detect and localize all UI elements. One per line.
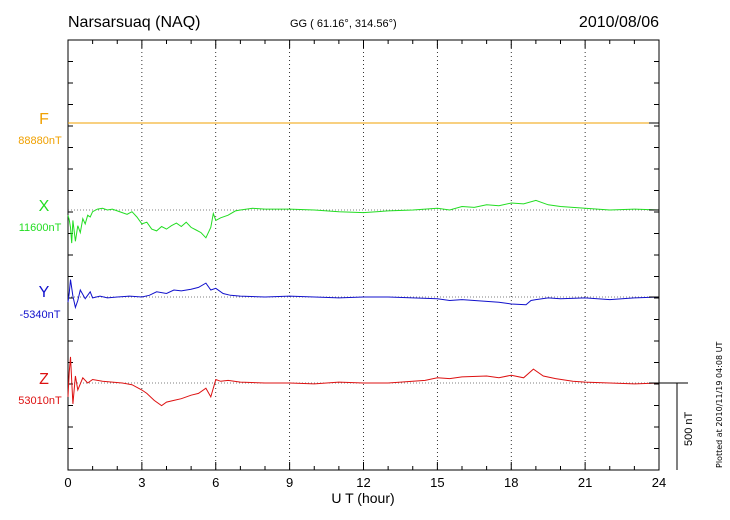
series-line-x (67, 199, 660, 244)
series-line-z (67, 356, 660, 407)
x-tick-label-9: 9 (286, 475, 293, 490)
component-label-f: F (39, 111, 49, 128)
component-label-x: X (39, 198, 50, 215)
series-group: F 88880nT X 11600nT Y -5340nT Z 53010nT (18, 111, 660, 407)
x-tick-label-12: 12 (356, 475, 370, 490)
station-title: Narsarsuaq (NAQ) (68, 14, 200, 31)
plotted-note: Plotted at 2010/11/19 04:08 UT (715, 342, 724, 468)
baseline-value-x: 11600nT (19, 222, 62, 234)
component-label-y: Y (39, 284, 50, 301)
scale-bar: 500 nT (659, 382, 695, 470)
x-tick-label-3: 3 (138, 475, 145, 490)
x-tick-label-21: 21 (578, 475, 592, 490)
x-tick-label-6: 6 (212, 475, 219, 490)
baseline-value-f: 88880nT (18, 135, 62, 147)
x-tick-label-24: 24 (652, 475, 666, 490)
baseline-value-z: 53010nT (18, 395, 62, 407)
component-label-z: Z (39, 371, 49, 388)
x-tick-label-0: 0 (64, 475, 71, 490)
x-tick-label-18: 18 (504, 475, 518, 490)
axis-ticks: 0 3 6 9 12 15 18 21 24 (64, 40, 666, 490)
series-line-y (67, 279, 660, 310)
x-axis-label: U T (hour) (331, 490, 394, 506)
scale-bar-label: 500 nT (683, 411, 695, 446)
grid-lines (141, 40, 586, 470)
baseline-value-y: -5340nT (20, 309, 61, 321)
x-tick-label-15: 15 (430, 475, 444, 490)
coords-label: GG ( 61.16°, 314.56°) (290, 18, 397, 30)
date-label: 2010/08/06 (579, 14, 659, 31)
